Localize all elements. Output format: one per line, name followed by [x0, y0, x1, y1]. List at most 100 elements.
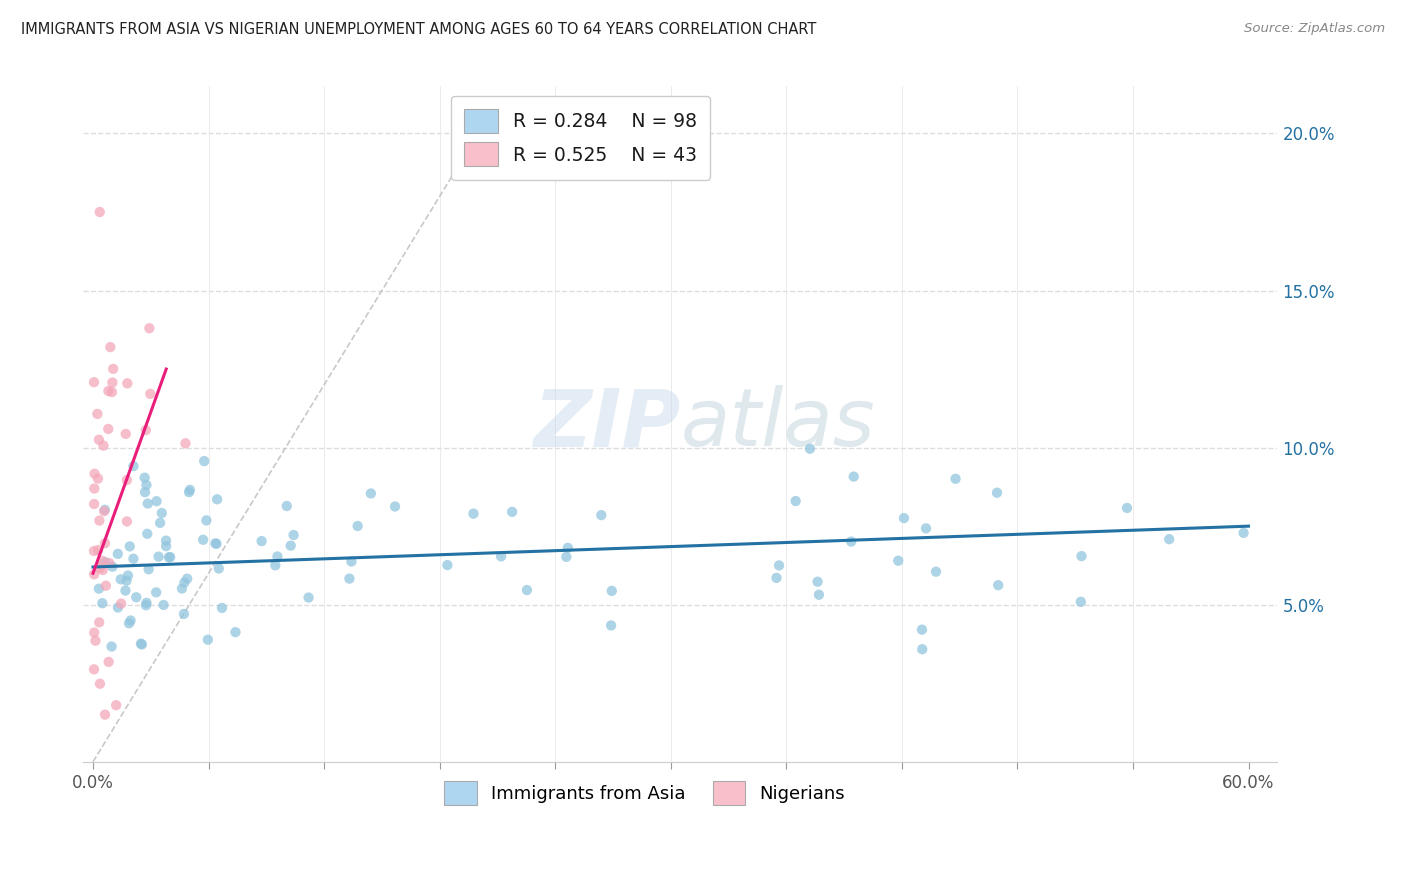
Point: [107, 600, 129, 615]
Point: [224, 625, 246, 640]
Point: [83, 567, 105, 582]
Point: [83, 482, 105, 496]
Point: [463, 507, 485, 521]
Point: [97, 384, 120, 398]
Point: [89, 561, 111, 575]
Point: [155, 539, 177, 553]
Point: [94, 503, 117, 517]
Point: [600, 618, 623, 632]
Point: [138, 562, 160, 576]
Point: [122, 459, 145, 474]
Point: [195, 513, 218, 527]
Point: [384, 500, 406, 514]
Point: [148, 549, 170, 564]
Point: [122, 551, 145, 566]
Point: [346, 519, 368, 533]
Point: [91, 596, 114, 610]
Point: [501, 505, 523, 519]
Point: [1232, 525, 1254, 540]
Text: ZIP: ZIP: [533, 385, 681, 463]
Point: [94, 555, 117, 569]
Point: [173, 575, 195, 590]
Point: [911, 642, 934, 657]
Point: [176, 572, 198, 586]
Point: [177, 485, 200, 500]
Point: [297, 591, 319, 605]
Point: [205, 492, 228, 507]
Point: [264, 558, 287, 573]
Point: [110, 597, 132, 611]
Point: [83, 375, 105, 389]
Text: IMMIGRANTS FROM ASIA VS NIGERIAN UNEMPLOYMENT AMONG AGES 60 TO 64 YEARS CORRELAT: IMMIGRANTS FROM ASIA VS NIGERIAN UNEMPLO…: [21, 22, 817, 37]
Point: [105, 698, 128, 713]
Point: [131, 638, 153, 652]
Point: [1116, 500, 1139, 515]
Point: [87, 433, 110, 447]
Point: [205, 537, 228, 551]
Point: [807, 588, 830, 602]
Point: [83, 467, 105, 481]
Point: [340, 555, 363, 569]
Point: [97, 655, 120, 669]
Point: [87, 582, 110, 596]
Point: [250, 534, 273, 549]
Point: [911, 623, 934, 637]
Point: [134, 485, 156, 500]
Point: [179, 483, 201, 497]
Point: [785, 494, 807, 508]
Point: [280, 539, 302, 553]
Point: [155, 533, 177, 548]
Point: [136, 526, 159, 541]
Point: [125, 591, 148, 605]
Point: [118, 540, 141, 554]
Point: [149, 516, 172, 530]
Point: [204, 536, 226, 550]
Point: [159, 550, 181, 565]
Point: [84, 633, 107, 648]
Point: [193, 454, 215, 468]
Point: [150, 506, 173, 520]
Point: [114, 426, 136, 441]
Point: [191, 533, 214, 547]
Point: [945, 472, 967, 486]
Point: [98, 556, 121, 570]
Point: [135, 596, 157, 610]
Point: [516, 582, 538, 597]
Point: [94, 536, 117, 550]
Point: [134, 471, 156, 485]
Point: [489, 549, 512, 564]
Point: [135, 599, 157, 613]
Point: [98, 340, 121, 354]
Point: [807, 574, 830, 589]
Point: [436, 558, 458, 572]
Point: [337, 572, 360, 586]
Point: [283, 528, 305, 542]
Point: [986, 485, 1008, 500]
Point: [157, 550, 180, 565]
Point: [557, 541, 579, 555]
Point: [83, 662, 105, 676]
Point: [94, 707, 117, 722]
Point: [170, 582, 193, 596]
Point: [93, 439, 115, 453]
Point: [174, 436, 197, 450]
Point: [1070, 549, 1092, 563]
Point: [893, 511, 915, 525]
Point: [83, 497, 105, 511]
Point: [839, 534, 862, 549]
Point: [915, 521, 938, 535]
Point: [925, 565, 948, 579]
Point: [145, 585, 167, 599]
Point: [266, 549, 288, 564]
Point: [765, 571, 787, 585]
Point: [600, 583, 623, 598]
Point: [129, 637, 152, 651]
Point: [107, 547, 129, 561]
Point: [152, 598, 174, 612]
Point: [360, 486, 382, 500]
Point: [101, 362, 124, 376]
Point: [100, 640, 122, 654]
Point: [101, 559, 124, 574]
Point: [211, 601, 233, 615]
Point: [97, 422, 120, 436]
